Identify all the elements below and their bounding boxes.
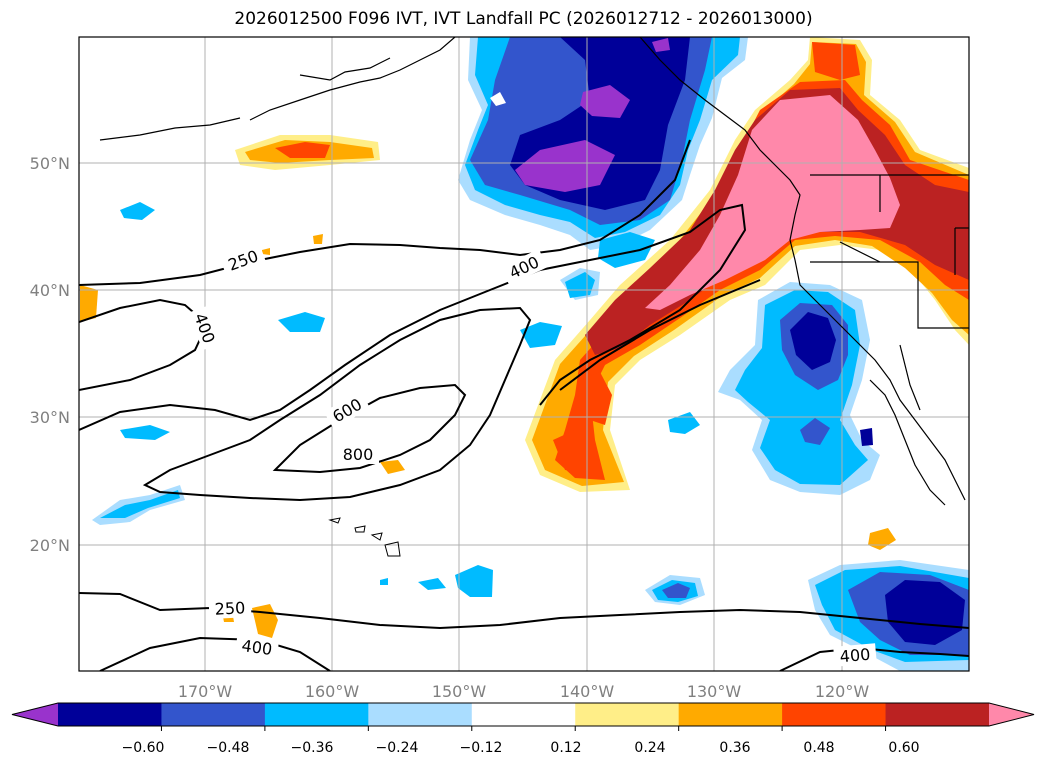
lon-tick-160w: 160°W bbox=[305, 682, 360, 701]
colorbar-tick: 0.48 bbox=[803, 740, 834, 756]
ivt-contours bbox=[79, 139, 969, 671]
map-frame bbox=[78, 36, 970, 672]
colorbar bbox=[11, 702, 1035, 731]
longitude-ticks: 170°W 160°W 150°W 140°W 130°W 120°W bbox=[178, 682, 870, 701]
colorbar-tick: −0.12 bbox=[460, 740, 503, 756]
colorbar-tick: −0.24 bbox=[376, 740, 419, 756]
lat-tick-40n: 40°N bbox=[30, 281, 70, 300]
colorbar-segment bbox=[58, 703, 162, 726]
negative-anomaly-southeast bbox=[92, 202, 969, 671]
colorbar-tick: 0.24 bbox=[634, 740, 665, 756]
lon-tick-170w: 170°W bbox=[178, 682, 233, 701]
colorbar-segment bbox=[885, 703, 990, 726]
coastlines bbox=[99, 37, 969, 506]
graticule bbox=[79, 37, 969, 671]
colorbar-tick: 0.12 bbox=[550, 740, 581, 756]
contour-label-800: 800 bbox=[343, 445, 374, 464]
colorbar-segment bbox=[678, 703, 783, 726]
colorbar-extension-low bbox=[12, 703, 58, 726]
contour-label-250-south: 250 bbox=[214, 598, 245, 619]
colorbar-segment bbox=[264, 703, 369, 726]
colorbar-extension-high bbox=[989, 703, 1034, 726]
colorbar-tick: −0.60 bbox=[122, 740, 165, 756]
colorbar-tick: 0.60 bbox=[888, 740, 919, 756]
colorbar-outline bbox=[11, 702, 1035, 727]
colorbar-segment bbox=[782, 703, 887, 726]
lat-tick-20n: 20°N bbox=[30, 536, 70, 555]
colorbar-tick: −0.48 bbox=[207, 740, 250, 756]
colorbar-segment bbox=[368, 703, 473, 726]
map-plot-area: 250 400 400 600 800 250 400 400 bbox=[79, 37, 969, 671]
lon-tick-150w: 150°W bbox=[432, 682, 487, 701]
lon-tick-120w: 120°W bbox=[815, 682, 870, 701]
contour-label-400-southwest: 400 bbox=[240, 636, 273, 659]
colorbar-segment bbox=[471, 703, 576, 726]
map-title: 2026012500 F096 IVT, IVT Landfall PC (20… bbox=[234, 9, 813, 29]
hawaiian-islands bbox=[328, 517, 401, 557]
colorbar-segment bbox=[161, 703, 266, 726]
contour-label-400-southeast: 400 bbox=[839, 645, 871, 667]
colorbar-tick: −0.36 bbox=[291, 740, 334, 756]
colorbar-ticks: −0.60 −0.48 −0.36 −0.24 −0.12 0.12 0.24 … bbox=[122, 740, 920, 756]
negative-anomaly-gulf-of-alaska bbox=[458, 37, 748, 300]
lat-tick-50n: 50°N bbox=[30, 154, 70, 173]
colorbar-segment bbox=[575, 703, 680, 726]
colorbar-tick: 0.36 bbox=[719, 740, 750, 756]
lon-tick-140w: 140°W bbox=[560, 682, 615, 701]
negative-anomaly-california bbox=[668, 282, 880, 495]
latitude-ticks: 50°N 40°N 30°N 20°N bbox=[30, 154, 70, 555]
lon-tick-130w: 130°W bbox=[687, 682, 742, 701]
lat-tick-30n: 30°N bbox=[30, 408, 70, 427]
